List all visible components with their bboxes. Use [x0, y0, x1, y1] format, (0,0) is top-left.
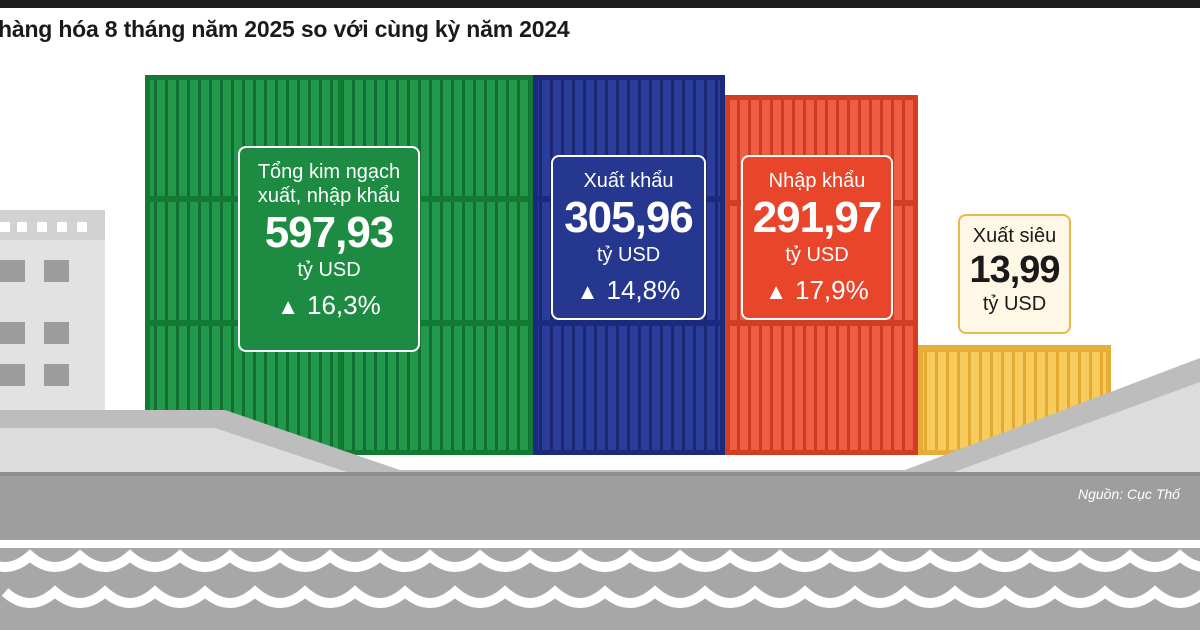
total-trade-card: Tổng kim ngạch xuất, nhập khẩu 597,93 tỷ… [238, 146, 420, 352]
surplus-unit: tỷ USD [982, 293, 1047, 315]
ship-bridge [0, 210, 105, 410]
page-title: hàng hóa 8 tháng năm 2025 so với cùng kỳ… [0, 16, 570, 42]
export-card: Xuất khẩu 305,96 tỷ USD ▲ 14,8% [551, 155, 706, 320]
import-change: ▲ 17,9% [743, 273, 891, 309]
export-label: Xuất khẩu [583, 170, 674, 192]
total-change: ▲ 16,3% [240, 288, 418, 324]
total-label-line1: Tổng kim ngạch [257, 161, 401, 183]
export-value: 305,96 [564, 193, 694, 242]
triangle-up-icon: ▲ [576, 279, 599, 304]
total-unit: tỷ USD [297, 259, 361, 281]
import-change-value: 17,9% [795, 275, 869, 305]
total-value: 597,93 [264, 208, 395, 257]
import-value: 291,97 [752, 193, 883, 242]
export-change-value: 14,8% [606, 275, 681, 305]
import-label: Nhập khẩu [768, 170, 866, 192]
export-unit: tỷ USD [596, 244, 661, 266]
import-card: Nhập khẩu 291,97 tỷ USD ▲ 17,9% [741, 155, 893, 320]
sea-waves [0, 540, 1200, 630]
trade-surplus-card: Xuất siêu 13,99 tỷ USD [958, 214, 1071, 334]
triangle-up-icon: ▲ [765, 279, 788, 304]
total-change-value: 16,3% [307, 290, 381, 320]
source-note: Nguồn: Cục Thố [1078, 486, 1180, 502]
top-bar [0, 0, 1200, 8]
surplus-value: 13,99 [969, 249, 1060, 291]
export-change: ▲ 14,8% [553, 273, 704, 309]
total-label-line2: xuất, nhập khẩu [257, 185, 401, 207]
import-unit: tỷ USD [785, 244, 849, 266]
triangle-up-icon: ▲ [277, 294, 300, 319]
surplus-label: Xuất siêu [972, 225, 1057, 247]
